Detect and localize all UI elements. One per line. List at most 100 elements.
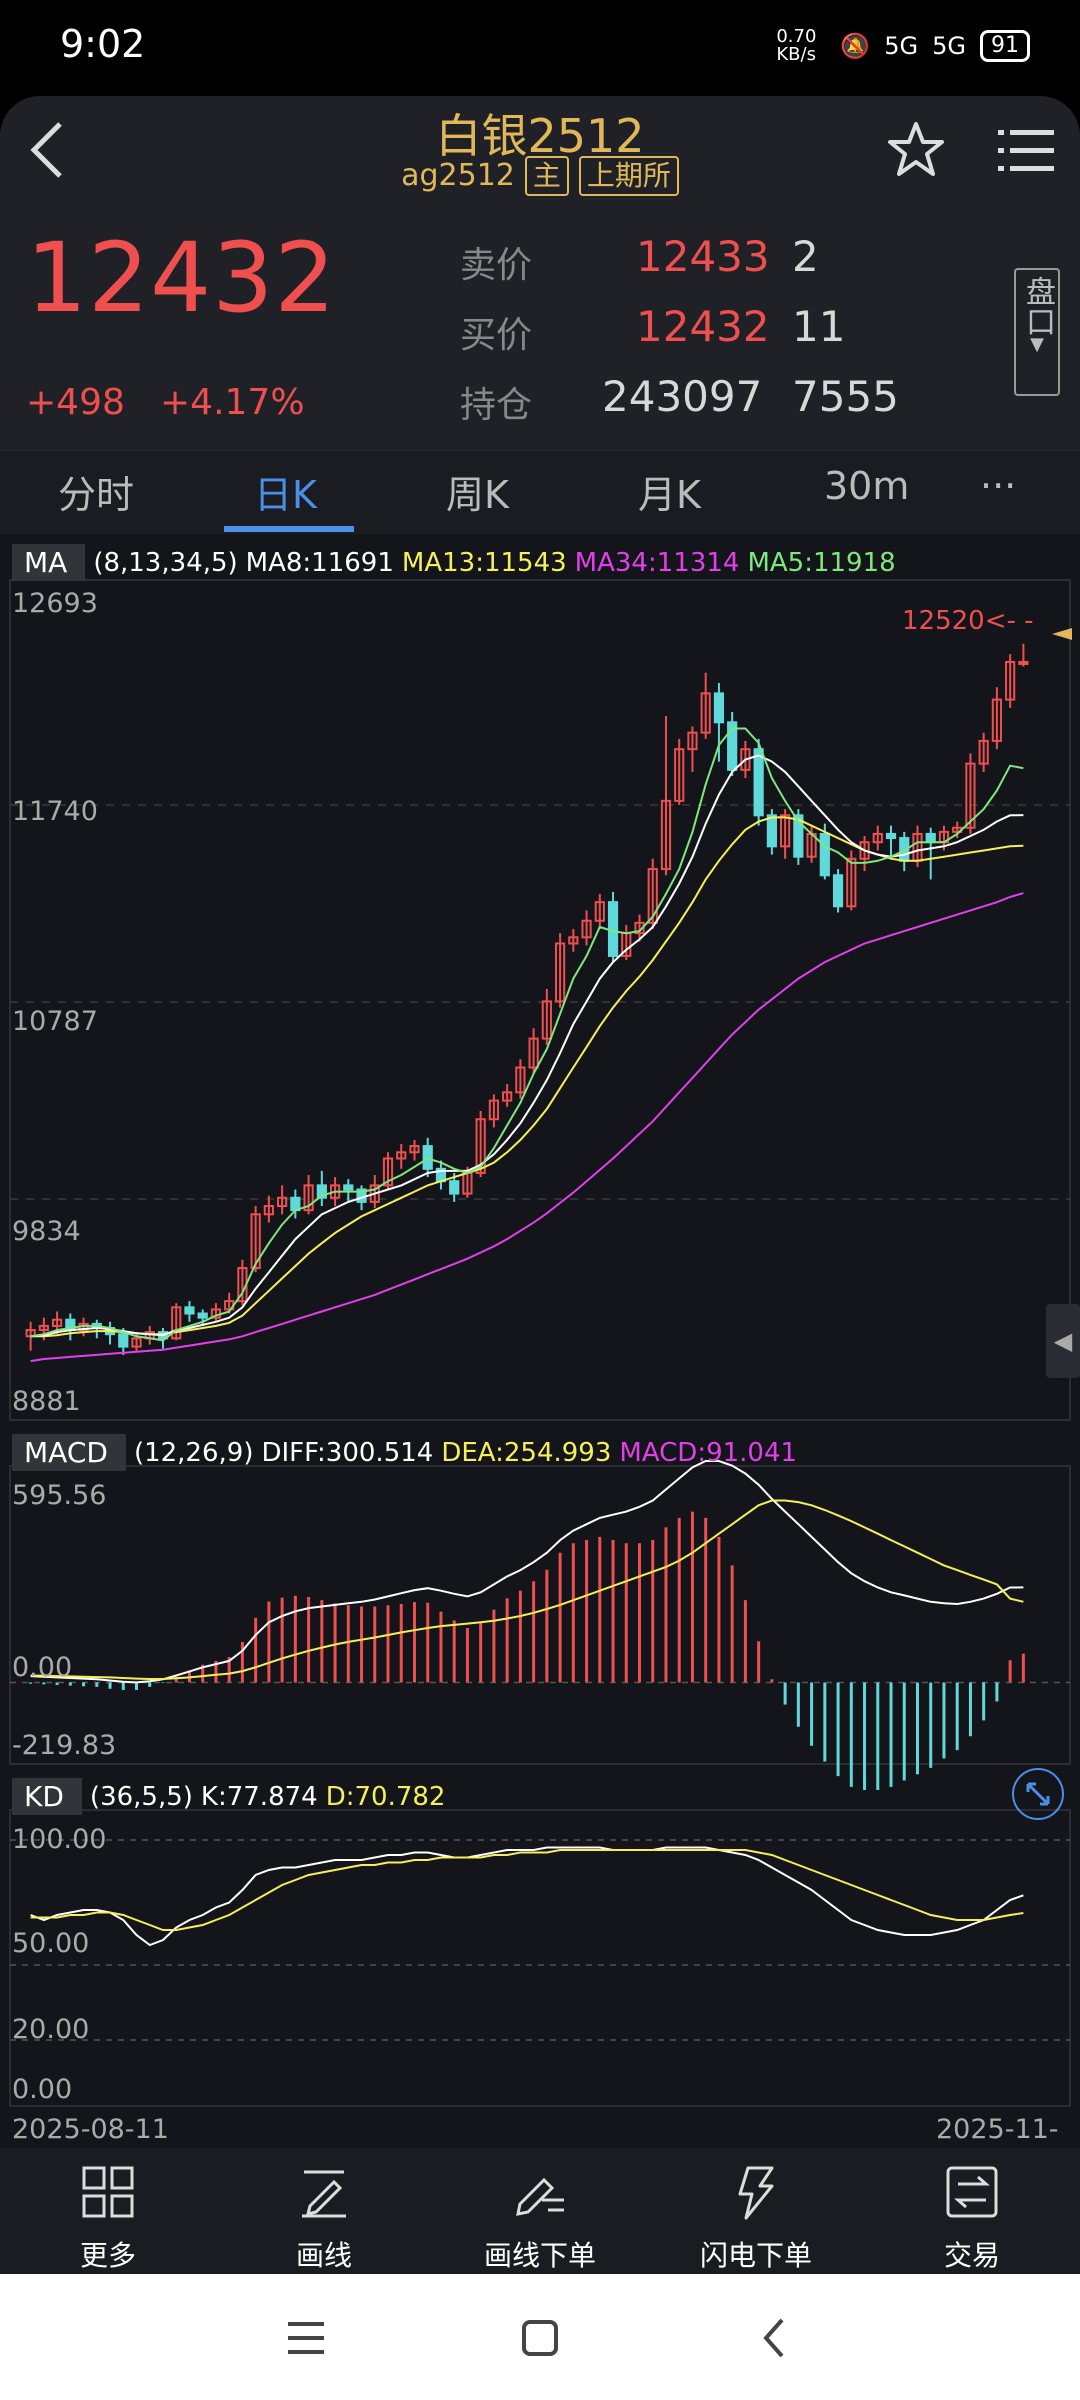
more-button[interactable]: 更多 <box>0 2160 216 2274</box>
ask-label: 卖价 <box>460 245 533 286</box>
candle-body <box>51 1318 63 1327</box>
more-periods-button[interactable]: ··· <box>980 464 1017 508</box>
back-button[interactable] <box>20 110 90 190</box>
collapse-panel-button[interactable]: ◀ <box>1046 1304 1080 1378</box>
net-speed: 0.70 KB/s <box>776 26 817 65</box>
ma34-line <box>30 892 1024 1363</box>
candle-body <box>687 731 698 751</box>
candle-body <box>171 1306 182 1340</box>
mute-icon: 🔕 <box>840 32 871 60</box>
order-book-toggle[interactable]: 盘口 ▼ <box>1014 268 1060 396</box>
trade-button[interactable]: 交易 <box>864 2160 1080 2274</box>
tab-timeshare[interactable]: 分时 <box>58 473 135 517</box>
candle-body <box>502 1091 513 1102</box>
macd-ylabel: -219.83 <box>12 1730 117 1761</box>
k-value: K:77.874 <box>200 1781 318 1812</box>
back-nav-icon[interactable] <box>752 2314 800 2362</box>
candle-body <box>766 814 777 848</box>
candle-body <box>846 857 857 908</box>
tab-daily[interactable]: 日K <box>254 473 317 517</box>
active-tab-indicator <box>224 526 354 532</box>
candle-body <box>1018 660 1029 665</box>
candle-body <box>422 1145 433 1170</box>
tab-30m[interactable]: 30m <box>824 464 910 508</box>
chart-area[interactable] <box>0 534 1080 2148</box>
dea-value: DEA:254.993 <box>441 1437 612 1468</box>
panel-frame <box>9 1809 1071 2107</box>
ma-header: MA (8,13,34,5) MA8:11691 MA13:11543 MA34… <box>12 544 896 581</box>
k-line <box>30 1846 1024 1947</box>
instrument-code: ag2512 <box>401 158 515 193</box>
lightning-icon <box>648 2160 864 2234</box>
status-icons: 0.70 KB/s 🔕 5G 5G 91 <box>776 28 1030 64</box>
flash-order-label: 闪电下单 <box>699 2239 812 2272</box>
candle-body <box>277 1196 288 1208</box>
candle-body <box>978 739 989 765</box>
candle-body <box>700 692 711 734</box>
ma-indicator-tag[interactable]: MA <box>12 544 86 581</box>
candle-body <box>131 1337 142 1348</box>
order-book-label: 盘口 <box>1020 276 1055 336</box>
candle-body <box>369 1184 380 1203</box>
ma5-value: MA5:11918 <box>747 547 896 578</box>
candle-body <box>660 799 672 871</box>
candle-body <box>581 919 592 939</box>
fullscreen-button[interactable] <box>1012 1768 1064 1820</box>
battery-icon: 91 <box>980 30 1030 62</box>
candle-body <box>263 1205 274 1216</box>
tab-weekly[interactable]: 周K <box>446 473 509 517</box>
candle-body <box>607 901 619 957</box>
pen-order-icon <box>432 2160 648 2234</box>
favorite-button[interactable] <box>884 118 948 182</box>
macd-indicator-tag[interactable]: MACD <box>12 1434 126 1471</box>
candle-body <box>872 832 883 844</box>
main-contract-tag: 主 <box>524 156 569 196</box>
candle-body <box>925 832 936 844</box>
candle-body <box>541 1000 552 1040</box>
d-line <box>30 1849 1024 1931</box>
expand-icon <box>1026 1782 1050 1806</box>
candle-body <box>674 748 685 802</box>
open-interest: 243097 <box>602 372 763 421</box>
trade-label: 交易 <box>943 2239 1000 2272</box>
flash-order-button[interactable]: 闪电下单 <box>648 2160 864 2274</box>
candle-body <box>594 901 605 922</box>
candle-body <box>647 868 658 924</box>
tab-monthly[interactable]: 月K <box>638 473 701 517</box>
price-change-pct: +4.17% <box>160 382 305 423</box>
ma13-value: MA13:11543 <box>401 547 567 578</box>
menu-nav-icon[interactable] <box>282 2314 330 2362</box>
candle-body <box>753 748 764 817</box>
candle-body <box>713 692 725 724</box>
draw-order-button[interactable]: 画线下单 <box>432 2160 648 2274</box>
candle-body <box>449 1180 460 1195</box>
home-nav-icon[interactable] <box>516 2314 564 2362</box>
caret-down-icon: ▼ <box>1030 334 1044 355</box>
candle-body <box>568 936 579 945</box>
candle-body <box>859 841 870 860</box>
candle-body <box>184 1306 195 1315</box>
ma-ylabel: 8881 <box>12 1386 81 1417</box>
candle-body <box>885 832 897 840</box>
draw-line-label: 画线 <box>295 2239 352 2272</box>
star-icon <box>888 122 944 176</box>
candle-body <box>1005 660 1016 701</box>
candle-body <box>991 698 1003 742</box>
bottom-toolbar <box>0 2148 1080 2274</box>
kd-ylabel: 100.00 <box>12 1824 107 1855</box>
candle-body <box>303 1184 314 1212</box>
menu-button[interactable] <box>996 120 1056 180</box>
candle-body <box>409 1145 420 1154</box>
kd-indicator-tag[interactable]: KD <box>12 1778 82 1815</box>
start-date: 2025-08-11 <box>12 2114 169 2145</box>
macd-value: MACD:91.041 <box>619 1437 798 1468</box>
ask-volume: 2 <box>792 232 819 281</box>
candle-body <box>197 1312 208 1319</box>
ma-ylabel: 10787 <box>12 1006 98 1037</box>
signal-icon: 5G <box>884 32 919 60</box>
draw-line-button[interactable]: 画线 <box>216 2160 432 2274</box>
panel-frame <box>9 1465 1071 1765</box>
exchange-tag: 上期所 <box>578 156 679 196</box>
candle-body <box>793 814 804 858</box>
diff-value: DIFF:300.514 <box>261 1437 434 1468</box>
